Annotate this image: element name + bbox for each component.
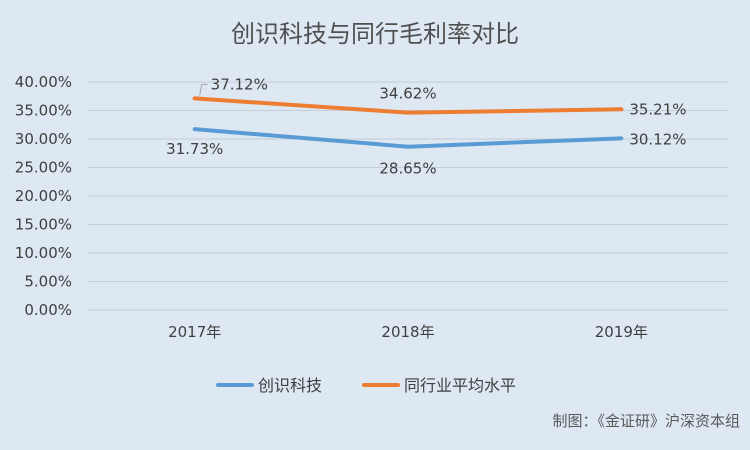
y-tick-label: 5.00%: [24, 273, 72, 291]
chart-title: 创识科技与同行毛利率对比: [231, 20, 519, 48]
data-labels: 31.73% 28.65% 30.12% 37.12% 34.62% 35.21%: [166, 75, 686, 177]
data-label: 30.12%: [629, 130, 686, 148]
legend: 创识科技 同行业平均水平: [216, 376, 516, 395]
x-tick-label: 2017年: [168, 323, 221, 341]
x-axis-ticks: 2017年 2018年 2019年: [168, 323, 648, 341]
series-lines: [192, 96, 624, 149]
x-tick-label: 2019年: [595, 323, 648, 341]
y-tick-label: 0.00%: [24, 301, 72, 319]
x-tick-label: 2018年: [381, 323, 434, 341]
data-label: 34.62%: [379, 85, 436, 103]
y-tick-label: 25.00%: [15, 159, 72, 177]
series-line-0: [192, 127, 624, 149]
data-label: 35.21%: [629, 100, 686, 118]
legend-label: 同行业平均水平: [404, 376, 516, 395]
gridlines: [88, 81, 728, 311]
data-label: 37.12%: [211, 75, 268, 93]
series-line-1: [192, 96, 624, 115]
credit-text: 制图：《金证研》沪深资本组: [552, 412, 740, 430]
y-axis-ticks: 0.00% 5.00% 10.00% 15.00% 20.00% 25.00% 30.00%…: [15, 73, 72, 319]
y-tick-label: 10.00%: [15, 244, 72, 262]
y-tick-label: 15.00%: [15, 216, 72, 234]
data-label: 31.73%: [166, 140, 223, 158]
y-tick-label: 40.00%: [15, 73, 72, 91]
y-tick-label: 20.00%: [15, 187, 72, 205]
legend-label: 创识科技: [258, 376, 322, 395]
label-leader-line: [199, 83, 208, 96]
y-tick-label: 35.00%: [15, 102, 72, 120]
y-tick-label: 30.00%: [15, 130, 72, 148]
data-label: 28.65%: [379, 160, 436, 178]
